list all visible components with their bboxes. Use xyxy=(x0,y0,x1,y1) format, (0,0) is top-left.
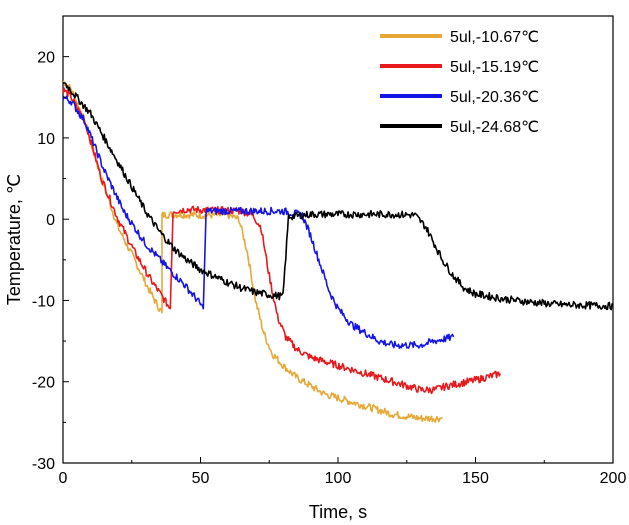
temperature-time-chart: 0 50 100 150 200 -30 -20 -10 0 10 20 Time, s Tempe… xyxy=(0,0,629,525)
y-tick-label: 20 xyxy=(37,50,55,67)
x-tick-label: 150 xyxy=(462,470,489,487)
y-tick-label: 10 xyxy=(37,131,55,148)
legend-label-series-3: 5ul,-20.36℃ xyxy=(450,89,539,106)
y-tick-label: -30 xyxy=(32,456,55,473)
x-tick-label: 200 xyxy=(600,470,627,487)
y-tick-label: 0 xyxy=(46,212,55,229)
y-tick-label: -20 xyxy=(32,375,55,392)
legend-label-series-1: 5ul,-10.67℃ xyxy=(450,29,539,46)
y-axis-title: Temperature, ℃ xyxy=(4,174,24,305)
x-tick-label: 50 xyxy=(192,470,210,487)
x-axis-title: Time, s xyxy=(309,502,367,522)
legend: 5ul,-10.67℃ 5ul,-15.19℃ 5ul,-20.36℃ 5ul,… xyxy=(380,29,539,136)
x-tick-label: 0 xyxy=(59,470,68,487)
y-tick-label: -10 xyxy=(32,293,55,310)
series-line-2 xyxy=(63,88,500,393)
legend-label-series-2: 5ul,-15.19℃ xyxy=(450,59,539,76)
chart-canvas: 0 50 100 150 200 -30 -20 -10 0 10 20 Time, s Tempe… xyxy=(0,0,629,525)
legend-label-series-4: 5ul,-24.68℃ xyxy=(450,119,539,136)
series-line-1 xyxy=(63,81,443,422)
series-line-4 xyxy=(63,83,613,310)
x-tick-label: 100 xyxy=(325,470,352,487)
axis-layer: 0 50 100 150 200 -30 -20 -10 0 10 20 xyxy=(32,50,627,487)
